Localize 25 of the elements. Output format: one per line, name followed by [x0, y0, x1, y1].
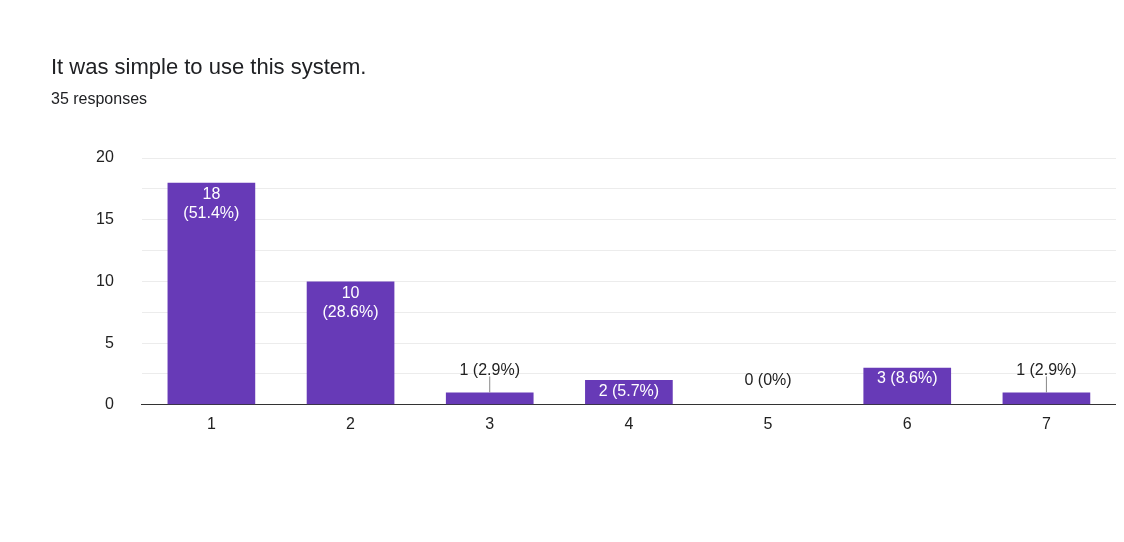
data-label: 0 (0%)	[744, 371, 792, 389]
x-tick-label: 6	[902, 414, 912, 432]
y-tick-label: 10	[96, 271, 114, 289]
bar	[306, 281, 395, 405]
bar	[1002, 392, 1091, 405]
data-label: 1 (2.9%)	[1016, 360, 1077, 378]
x-tick-label: 4	[624, 414, 634, 432]
data-label: 18 (51.4%)	[183, 185, 240, 222]
x-tick-label: 5	[763, 414, 773, 432]
data-label: 3 (8.6%)	[877, 369, 938, 387]
data-label: 1 (2.9%)	[459, 360, 520, 378]
bar	[445, 392, 534, 405]
chart-title: It was simple to use this system.	[51, 54, 367, 80]
x-tick-label: 3	[485, 414, 495, 432]
chart-subtitle: 35 responses	[51, 90, 148, 108]
data-label: 10 (28.6%)	[322, 283, 379, 320]
y-tick-label: 0	[104, 395, 114, 413]
data-label: 2 (5.7%)	[598, 381, 660, 399]
x-tick-label: 2	[346, 414, 356, 432]
x-tick-label: 7	[1041, 414, 1051, 432]
y-tick-label: 20	[96, 148, 114, 166]
y-tick-label: 15	[96, 210, 114, 228]
x-tick-label: 1	[206, 414, 216, 432]
y-tick-label: 5	[104, 333, 114, 351]
bar	[167, 182, 256, 405]
